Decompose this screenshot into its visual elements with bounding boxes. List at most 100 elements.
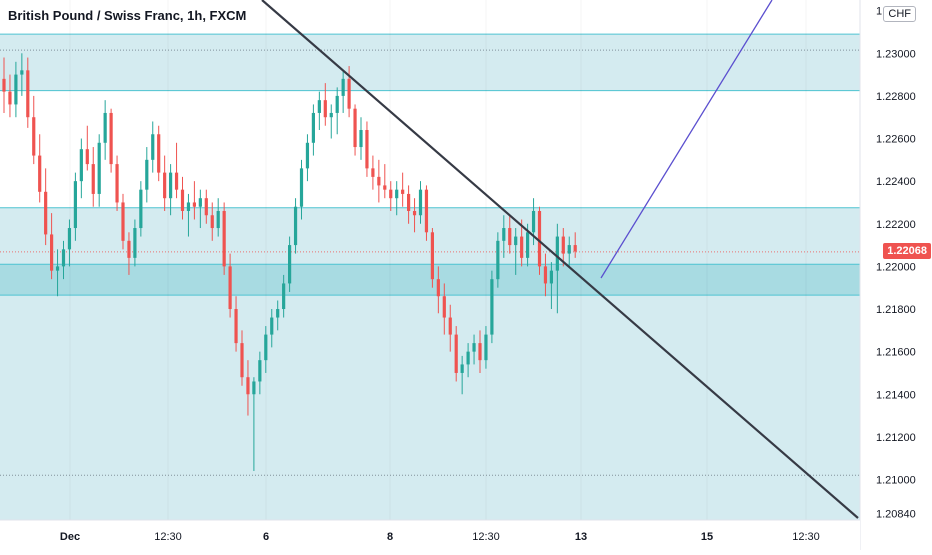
candle-body (180, 189, 185, 211)
candle-body (198, 198, 202, 207)
candle-body (121, 202, 125, 241)
candle-body (91, 164, 95, 194)
time-tick-label: 8 (387, 531, 393, 543)
candle-body (67, 228, 72, 250)
currency-badge[interactable]: CHF (883, 6, 916, 22)
candle-body (359, 130, 363, 148)
candle-body (454, 334, 458, 373)
candle-body (174, 172, 179, 190)
zone-support (0, 264, 860, 296)
time-tick-label: 13 (575, 531, 587, 543)
price-tick-label: 1.21200 (876, 432, 916, 444)
candle-body (335, 95, 339, 113)
candle-body (73, 181, 77, 229)
candle-body (204, 198, 208, 216)
time-tick-label: 15 (701, 531, 713, 543)
candle-body (145, 159, 149, 190)
candle-body (573, 245, 577, 252)
candle-body (282, 283, 286, 310)
candle-body (222, 210, 226, 267)
chart-title: British Pound / Swiss Franc, 1h, FXCM (8, 8, 247, 23)
candle-body (448, 317, 452, 335)
price-tick-label: 1.21600 (876, 347, 916, 359)
current-price-tag: 1.22068 (883, 242, 931, 259)
candle-body (163, 172, 167, 199)
candle-body (38, 155, 42, 192)
candle-body (323, 100, 327, 118)
candle-body (186, 202, 191, 211)
candle-body (127, 240, 131, 258)
time-axis-background (0, 520, 860, 550)
candle-body (329, 112, 333, 118)
candle-body (430, 232, 434, 280)
candle-body (109, 112, 113, 165)
candle-body (537, 210, 542, 267)
time-tick-label: Dec (60, 531, 80, 543)
candle-body (293, 206, 298, 246)
candle-body (383, 185, 387, 190)
candle-body (490, 279, 494, 335)
candle-body (85, 149, 89, 165)
candle-body (2, 78, 6, 92)
zone-range (0, 207, 860, 523)
candle-body (26, 70, 30, 118)
levels-layer (0, 49, 860, 476)
price-tick-label: 1.22400 (876, 176, 916, 188)
candle-body (365, 130, 369, 169)
candle-body (151, 134, 155, 160)
candle-body (526, 232, 530, 258)
candle-body (502, 228, 506, 241)
candle-body (216, 210, 220, 229)
candle-body (424, 189, 429, 233)
candle-body (377, 176, 381, 186)
candle-body (32, 117, 36, 156)
candle-body (246, 377, 250, 395)
candle-body (401, 189, 405, 194)
candle-body (270, 317, 274, 335)
candle-body (258, 360, 262, 382)
candle-body (305, 142, 310, 169)
candle-body (460, 364, 464, 373)
candle-body (139, 189, 143, 229)
price-tick-label: 1.22200 (876, 219, 916, 231)
candle-body (561, 236, 565, 254)
candle-body (353, 108, 357, 148)
candle-body (317, 100, 321, 113)
candle-body (264, 334, 268, 361)
zones-layer (0, 33, 860, 523)
candle-body (442, 296, 446, 318)
candle-body (50, 234, 54, 271)
candle-body (55, 266, 60, 271)
gridlines-layer (69, 0, 807, 520)
candle-body (418, 189, 423, 216)
candle-body (79, 149, 83, 182)
zone-resistance (0, 34, 860, 91)
candle-body (514, 236, 518, 246)
trendline-projection (600, 0, 773, 279)
price-tick-label: 1.22600 (876, 134, 916, 146)
price-tick-label: 1.20840 (876, 509, 916, 521)
time-tick-label: 12:30 (154, 531, 182, 543)
price-tick-label: 1.21800 (876, 304, 916, 316)
candle-body (115, 164, 119, 203)
candle-body (549, 270, 553, 284)
candle-body (210, 215, 214, 229)
trendline-descending (261, 0, 859, 519)
candle-body (169, 172, 173, 199)
time-tick-label: 6 (263, 531, 269, 543)
candle-body (8, 91, 12, 105)
candle-body (484, 334, 488, 361)
candle-body (252, 381, 256, 395)
candle-body (567, 245, 571, 254)
candle-body (311, 112, 315, 143)
candle-body (389, 189, 393, 199)
candle-body (466, 351, 470, 365)
candle-body (192, 202, 196, 207)
candle-body (531, 210, 536, 233)
price-tick-label: 1.21400 (876, 389, 916, 401)
candle-body (472, 343, 476, 352)
candle-body (555, 236, 559, 271)
candle-body (371, 168, 375, 177)
